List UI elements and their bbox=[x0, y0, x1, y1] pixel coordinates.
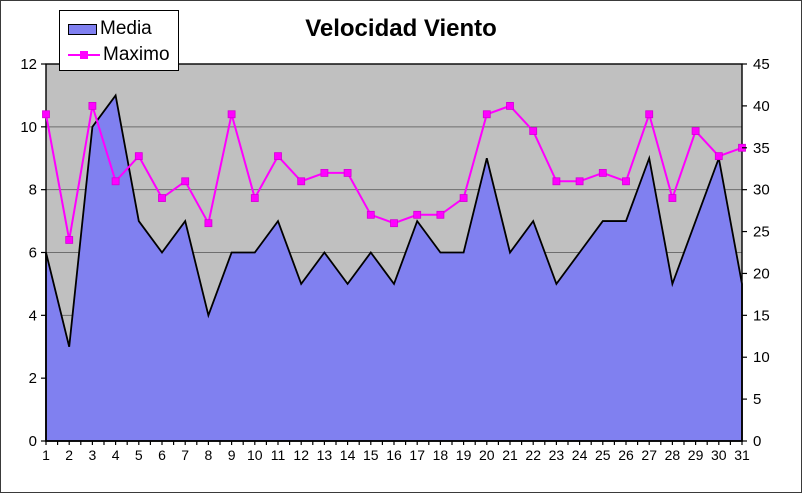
x-axis-label: 11 bbox=[271, 447, 286, 463]
x-axis-label: 4 bbox=[112, 447, 120, 463]
maximo-marker bbox=[134, 152, 143, 161]
left-axis-label: 10 bbox=[20, 119, 37, 136]
x-axis-label: 10 bbox=[247, 447, 263, 463]
x-axis-label: 12 bbox=[293, 447, 309, 463]
maximo-marker bbox=[529, 127, 538, 135]
right-axis-label: 20 bbox=[753, 265, 770, 282]
maximo-marker bbox=[227, 110, 236, 119]
right-axis-label: 25 bbox=[753, 224, 770, 241]
right-axis-label: 5 bbox=[753, 391, 761, 408]
media-area-swatch-icon bbox=[68, 23, 97, 35]
maximo-marker bbox=[622, 177, 630, 186]
maximo-marker bbox=[575, 177, 584, 186]
x-axis-label: 3 bbox=[89, 447, 97, 463]
right-axis-label: 30 bbox=[753, 182, 770, 199]
x-axis-label: 27 bbox=[641, 447, 657, 463]
x-axis-label: 1 bbox=[42, 447, 50, 463]
maximo-marker bbox=[598, 169, 607, 177]
maximo-marker bbox=[459, 194, 468, 202]
maximo-marker bbox=[668, 194, 677, 202]
x-axis-label: 7 bbox=[181, 447, 189, 463]
left-axis-label: 2 bbox=[29, 370, 37, 387]
maximo-marker bbox=[42, 110, 50, 119]
left-axis-label: 4 bbox=[29, 307, 37, 324]
maximo-marker bbox=[482, 110, 491, 119]
maximo-marker bbox=[413, 210, 422, 219]
x-axis-label: 9 bbox=[228, 447, 236, 463]
maximo-marker bbox=[158, 194, 166, 202]
legend: Media Maximo bbox=[59, 10, 179, 71]
x-axis-label: 28 bbox=[665, 447, 681, 463]
maximo-marker bbox=[274, 152, 282, 161]
maximo-marker bbox=[111, 177, 120, 186]
right-axis-label: 15 bbox=[753, 307, 770, 324]
x-axis-label: 18 bbox=[433, 447, 449, 463]
left-axis-label: 6 bbox=[29, 245, 37, 262]
right-axis-label: 0 bbox=[753, 433, 761, 450]
x-axis-label: 8 bbox=[205, 447, 213, 463]
x-axis-label: 24 bbox=[572, 447, 588, 463]
x-axis-label: 23 bbox=[549, 447, 565, 463]
maximo-marker bbox=[297, 177, 306, 186]
maximo-marker bbox=[645, 110, 654, 119]
x-axis-label: 20 bbox=[479, 447, 495, 463]
maximo-marker bbox=[552, 177, 561, 186]
x-axis-label: 6 bbox=[158, 447, 166, 463]
maximo-marker bbox=[714, 152, 723, 161]
right-axis-label: 10 bbox=[753, 349, 770, 366]
x-axis-label: 29 bbox=[688, 447, 704, 463]
maximo-marker bbox=[691, 127, 700, 135]
right-axis-label: 45 bbox=[753, 56, 770, 73]
media-area bbox=[45, 93, 743, 442]
x-axis-label: 26 bbox=[618, 447, 634, 463]
maximo-marker bbox=[320, 169, 329, 177]
x-axis-label: 22 bbox=[525, 447, 541, 463]
maximo-marker bbox=[436, 210, 445, 219]
maximo-marker bbox=[343, 169, 352, 177]
x-axis-label: 5 bbox=[135, 447, 143, 463]
legend-item-maximo: Maximo bbox=[68, 42, 178, 68]
left-axis-label: 12 bbox=[20, 56, 37, 73]
x-axis-label: 14 bbox=[340, 447, 356, 463]
maximo-marker bbox=[181, 177, 190, 186]
maximo-marker bbox=[88, 101, 97, 110]
maximo-marker bbox=[366, 210, 375, 219]
x-axis-label: 31 bbox=[734, 447, 750, 463]
x-axis-label: 21 bbox=[502, 447, 518, 463]
maximo-marker bbox=[204, 219, 213, 228]
maximo-marker bbox=[65, 236, 74, 244]
maximo-line-swatch-icon bbox=[68, 50, 100, 60]
legend-item-media: Media bbox=[68, 16, 178, 42]
maximo-marker bbox=[506, 101, 514, 110]
legend-label-media: Media bbox=[100, 18, 152, 39]
x-axis-label: 17 bbox=[409, 447, 425, 463]
x-axis-label: 25 bbox=[595, 447, 611, 463]
x-axis-label: 13 bbox=[317, 447, 333, 463]
legend-label-maximo: Maximo bbox=[103, 44, 170, 65]
right-axis-label: 40 bbox=[753, 98, 770, 115]
maximo-marker bbox=[250, 194, 259, 202]
left-axis-label: 0 bbox=[29, 433, 37, 450]
x-axis-label: 16 bbox=[386, 447, 402, 463]
chart-title: Velocidad Viento bbox=[305, 15, 497, 42]
x-axis-label: 30 bbox=[711, 447, 727, 463]
x-axis-label: 19 bbox=[456, 447, 472, 463]
right-axis-label: 35 bbox=[753, 140, 770, 157]
x-axis-label: 15 bbox=[363, 447, 379, 463]
left-axis-label: 8 bbox=[29, 182, 37, 199]
x-axis-label: 2 bbox=[65, 447, 73, 463]
maximo-marker bbox=[390, 219, 398, 228]
